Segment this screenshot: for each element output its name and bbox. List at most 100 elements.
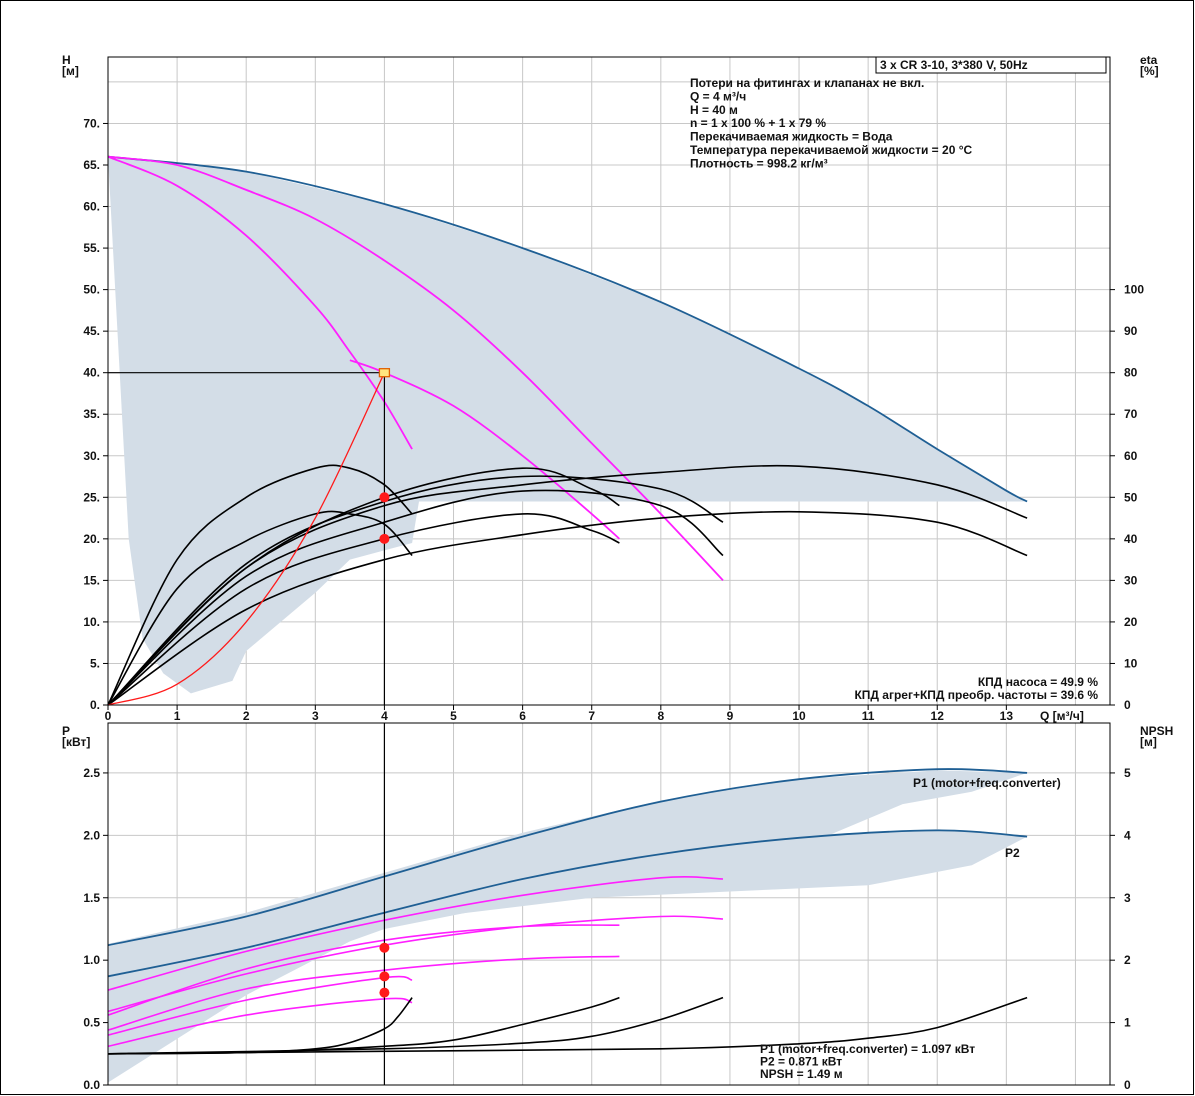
- power-curve-3: [107, 955, 620, 1031]
- p1-curve-label: P1 (motor+freq.converter): [913, 776, 1061, 790]
- efficiency-results: КПД насоса = 49.9 %КПД агрег+КПД преобр.…: [854, 675, 1098, 702]
- q-tick-label: 11: [862, 709, 875, 723]
- operating-range-area: [108, 156, 1028, 694]
- envelope-curve-0: [107, 155, 1028, 503]
- info-line: Плотность = 998.2 кг/м³: [690, 156, 828, 170]
- q-tick-label: 12: [931, 709, 945, 723]
- q-tick-label: 8: [657, 709, 664, 723]
- h-axis-label: H [м]: [62, 53, 79, 78]
- power-curve-4: [107, 876, 724, 991]
- q-axis-label: Q [м³/ч]: [1040, 709, 1084, 723]
- eta-tick-label: 70: [1124, 407, 1138, 421]
- h-tick-label: 20.: [83, 532, 100, 546]
- title-box: [875, 56, 1107, 74]
- info-line: Потери на фитингах и клапанах не вкл.: [690, 76, 924, 90]
- power-operating-range: [108, 770, 1028, 1083]
- power-point-marker: [379, 971, 390, 982]
- chart-title: 3 x CR 3-10, 3*380 V, 50Hz: [880, 58, 1028, 72]
- h-tick-label: 50.: [83, 283, 100, 297]
- efficiency-point-marker: [379, 533, 390, 544]
- p-tick-label: 0.0: [83, 1078, 100, 1092]
- p-tick-label: 2.5: [83, 766, 100, 780]
- efficiency-result: КПД агрег+КПД преобр. частоты = 39.6 %: [854, 688, 1098, 702]
- operating-info: Потери на фитингах и клапанах не вкл.Q =…: [690, 76, 973, 170]
- p2-curve-1: [107, 829, 1028, 978]
- eff-curve-4: [107, 464, 413, 706]
- eta-tick-label: 10: [1124, 656, 1138, 670]
- power-result: P1 (motor+freq.converter) = 1.097 кВт: [760, 1042, 975, 1056]
- eff-curve-9: [107, 489, 724, 706]
- q-tick-label: 0: [105, 709, 112, 723]
- h-tick-label: 40.: [83, 366, 100, 380]
- eta-tick-label: 90: [1124, 324, 1138, 338]
- p2-curve-label: P2: [1005, 846, 1020, 860]
- p1-range-area: [108, 770, 1028, 1083]
- npsh-tick-label: 4: [1124, 828, 1131, 842]
- npsh-tick-label: 0: [1124, 1078, 1131, 1092]
- h-tick-label: 55.: [83, 241, 100, 255]
- npsh-curve-10: [107, 996, 724, 1055]
- info-line: Q = 4 м³/ч: [690, 89, 746, 103]
- info-line: n = 1 x 100 % + 1 x 79 %: [690, 116, 826, 130]
- q-tick-label: 10: [792, 709, 806, 723]
- info-line: Перекачиваемая жидкость = Вода: [690, 130, 893, 144]
- eta-tick-label: 0: [1124, 698, 1131, 712]
- eta-tick-label: 80: [1124, 366, 1138, 380]
- h-tick-label: 15.: [83, 573, 100, 587]
- p-tick-label: 2.0: [83, 828, 100, 842]
- power-npsh-series: [107, 768, 1028, 1055]
- p2-range-area: [108, 829, 1028, 979]
- power-markers: [379, 942, 390, 998]
- info-line: Температура перекачиваемой жидкости = 20…: [690, 143, 973, 157]
- power-result: NPSH = 1.49 м: [760, 1067, 843, 1081]
- q-tick-label: 5: [450, 709, 457, 723]
- q-tick-label: 7: [588, 709, 595, 723]
- eta-tick-label: 20: [1124, 615, 1138, 629]
- power-ticks: 0.0 0.5 1.0 1.5 2.0 2.5 0 1 2 3 4 5: [83, 766, 1131, 1092]
- q-tick-label: 6: [519, 709, 526, 723]
- h-tick-label: 35.: [83, 407, 100, 421]
- npsh-tick-label: 3: [1124, 891, 1131, 905]
- h-tick-label: 5.: [90, 656, 100, 670]
- power-plot-frame: [107, 722, 1111, 1086]
- h-tick-label: 45.: [83, 324, 100, 338]
- h-tick-label: 70.: [83, 116, 100, 130]
- p-tick-label: 1.5: [83, 891, 100, 905]
- head-flow-panel: 0 1 2 3 4 5 6 7 8 9 10 11 12 130.5.10.15.20.25.30.35.…: [62, 53, 1159, 723]
- eta-tick-label: 60: [1124, 449, 1138, 463]
- h-tick-label: 0.: [90, 698, 100, 712]
- npsh-axis-label: NPSH [м]: [1140, 724, 1173, 749]
- power-curve-6: [107, 975, 413, 1036]
- eff-curve-5: [107, 510, 413, 706]
- eff-curve-10: [107, 464, 1028, 706]
- head-flow-series: [107, 155, 1028, 706]
- p-axis-label: P [кВт]: [62, 724, 90, 749]
- q-tick-label: 9: [727, 709, 734, 723]
- eta-tick-label: 100: [1124, 283, 1144, 297]
- npsh-tick-label: 2: [1124, 953, 1131, 967]
- npsh-curve-11: [107, 996, 1028, 1055]
- eff-curve-7: [107, 513, 620, 706]
- head-flow-ticks: 0 1 2 3 4 5 6 7 8 9 10 11 12 130.5.10.15.20.25.30.35.…: [83, 116, 1144, 723]
- eff-curve-11: [107, 510, 1028, 706]
- power-curve-7: [107, 997, 413, 1048]
- head-flow-operating-range: [108, 156, 1028, 694]
- head-flow-plot-frame: [107, 56, 1111, 706]
- eta-tick-label: 40: [1124, 532, 1138, 546]
- power-result: P2 = 0.871 кВт: [760, 1055, 842, 1069]
- q-tick-label: 2: [243, 709, 250, 723]
- p1-curve-0: [107, 768, 1028, 947]
- system-curve-12: [107, 372, 385, 706]
- eff-curve-8: [107, 475, 724, 706]
- info-line: H = 40 м: [690, 103, 738, 117]
- eta-axis-label: eta [%]: [1140, 53, 1159, 78]
- eta-tick-label: 30: [1124, 573, 1138, 587]
- npsh-tick-label: 1: [1124, 1016, 1131, 1030]
- h-tick-label: 30.: [83, 449, 100, 463]
- power-curve-2: [107, 924, 620, 1016]
- h-tick-label: 25.: [83, 490, 100, 504]
- eta-tick-label: 50: [1124, 490, 1138, 504]
- h-tick-label: 60.: [83, 200, 100, 214]
